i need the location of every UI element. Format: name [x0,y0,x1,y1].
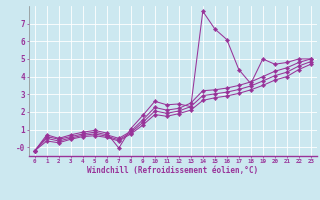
X-axis label: Windchill (Refroidissement éolien,°C): Windchill (Refroidissement éolien,°C) [87,166,258,175]
